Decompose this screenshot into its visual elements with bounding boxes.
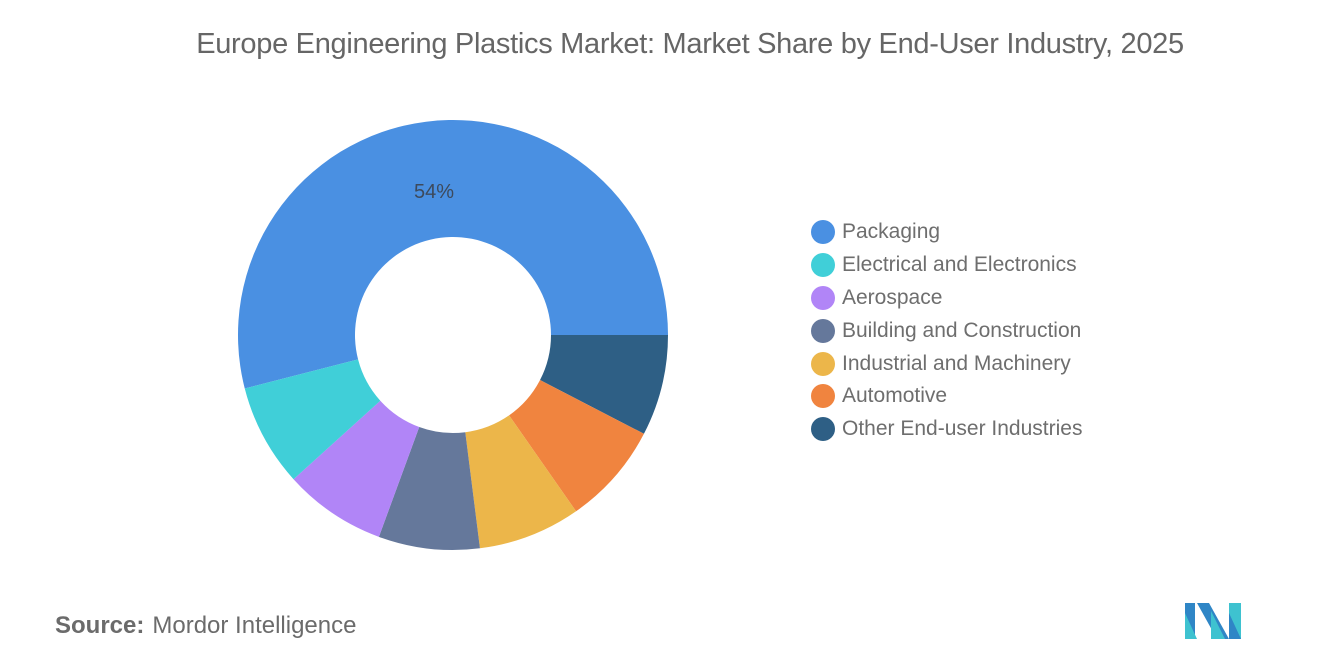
legend-item-other-end-user-industries[interactable]: Other End-user Industries [811,413,1082,446]
legend-item-aerospace[interactable]: Aerospace [811,282,1082,315]
source-value: Mordor Intelligence [152,612,357,639]
legend-item-building-and-construction[interactable]: Building and Construction [811,314,1082,347]
slice-aerospace[interactable] [293,400,420,537]
legend-item-automotive[interactable]: Automotive [811,380,1082,413]
mordor-intelligence-logo-icon [1185,603,1241,639]
legend-item-industrial-and-machinery[interactable]: Industrial and Machinery [811,347,1082,380]
legend-label: Packaging [842,220,941,244]
legend-dot-icon [811,253,835,278]
legend-label: Industrial and Machinery [842,351,1071,375]
legend-dot-icon [811,285,835,310]
chart-title: Europe Engineering Plastics Market: Mark… [196,28,1184,60]
slice-automotive[interactable] [509,380,644,512]
legend-label: Building and Construction [842,318,1082,342]
legend-item-packaging[interactable]: Packaging [811,216,1082,249]
slice-industrial-and-machinery[interactable] [465,415,577,549]
legend-dot-icon [811,417,835,442]
legend-dot-icon [811,220,835,245]
legend-dot-icon [811,384,835,409]
slice-other-end-user-industries[interactable] [540,335,668,434]
legend-label: Aerospace [842,285,943,309]
legend-item-electrical-and-electronics[interactable]: Electrical and Electronics [811,249,1082,282]
source-note: Source: Mordor Intelligence [55,612,356,640]
legend: Packaging Electrical and Electronics Aer… [811,216,1082,446]
slice-label-packaging: 54% [414,181,454,203]
source-label: Source: [55,612,145,639]
legend-label: Electrical and Electronics [842,253,1077,277]
legend-label: Other End-user Industries [842,417,1083,441]
legend-dot-icon [811,318,835,343]
legend-label: Automotive [842,384,948,408]
donut-slices [237,119,668,551]
slice-electrical-and-electronics[interactable] [244,359,381,480]
legend-dot-icon [811,351,835,376]
slice-building-and-construction[interactable] [378,426,480,551]
slice-packaging[interactable] [237,119,668,389]
